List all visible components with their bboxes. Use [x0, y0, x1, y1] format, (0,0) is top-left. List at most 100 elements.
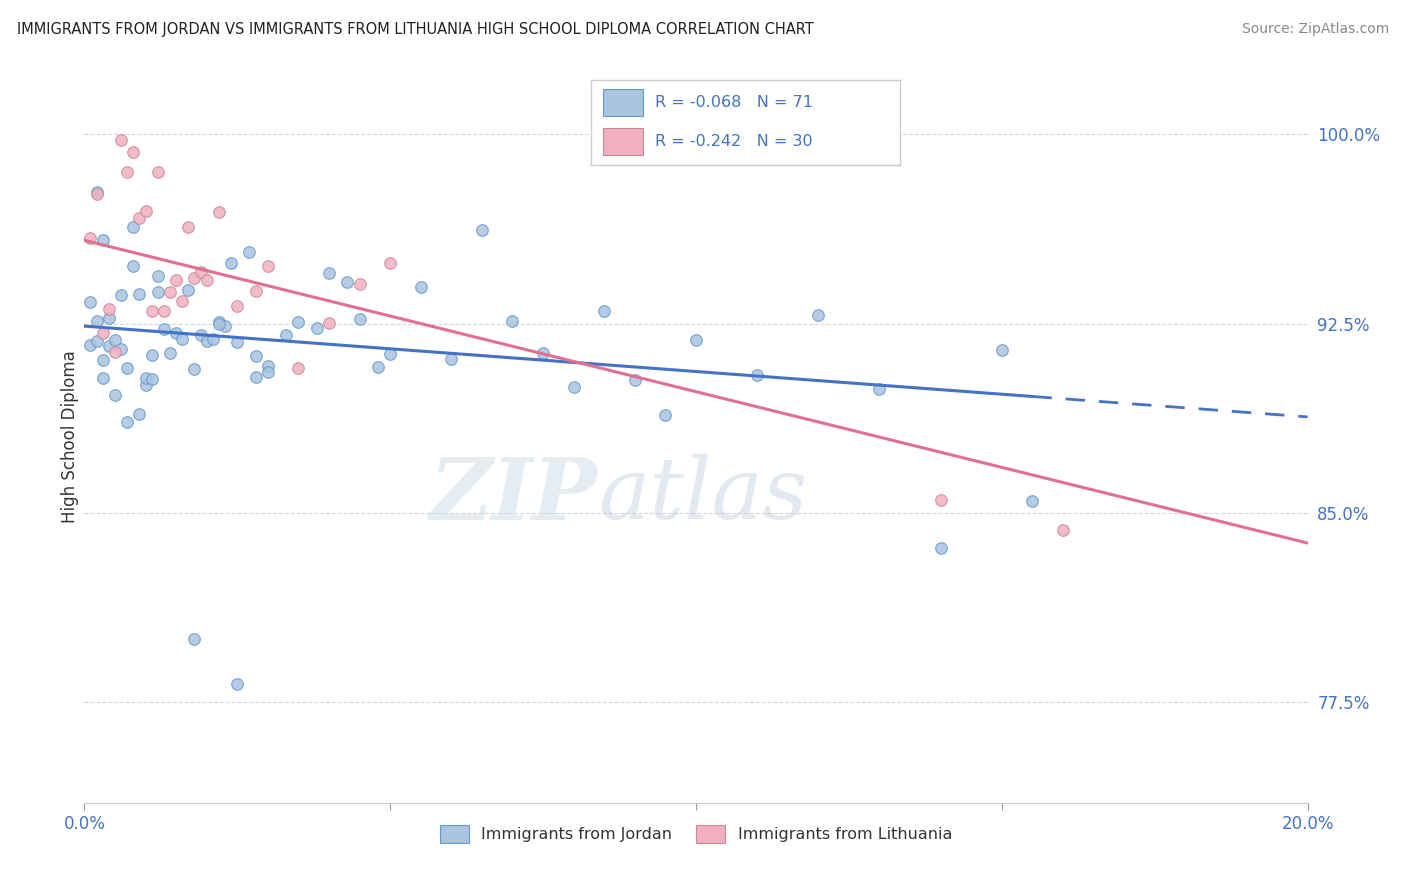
- Point: [257, 365, 280, 379]
- Point: [562, 379, 585, 393]
- Text: atlas: atlas: [598, 454, 807, 537]
- Point: [159, 345, 181, 359]
- Point: [122, 259, 145, 273]
- Point: [685, 333, 707, 347]
- Point: [287, 315, 309, 329]
- Point: [104, 345, 127, 359]
- Point: [214, 318, 236, 333]
- Legend: Immigrants from Jordan, Immigrants from Lithuania: Immigrants from Jordan, Immigrants from …: [433, 819, 959, 850]
- Text: R = -0.068   N = 71: R = -0.068 N = 71: [655, 95, 814, 110]
- Point: [91, 326, 114, 341]
- Point: [165, 326, 187, 340]
- Point: [153, 322, 176, 336]
- Point: [128, 407, 150, 421]
- Point: [97, 310, 120, 325]
- Point: [409, 280, 432, 294]
- Point: [115, 361, 138, 376]
- Point: [531, 346, 554, 360]
- Point: [159, 285, 181, 299]
- Point: [208, 315, 231, 329]
- Point: [115, 165, 138, 179]
- Point: [97, 302, 120, 317]
- Point: [97, 339, 120, 353]
- Point: [245, 284, 267, 298]
- Bar: [603, 128, 643, 155]
- Point: [122, 145, 145, 160]
- Point: [146, 164, 169, 178]
- Point: [380, 256, 402, 270]
- Point: [201, 332, 224, 346]
- Point: [367, 359, 389, 374]
- Point: [257, 359, 280, 374]
- Point: [79, 295, 101, 310]
- Point: [79, 231, 101, 245]
- Point: [172, 332, 194, 346]
- Point: [245, 370, 267, 384]
- Point: [502, 314, 524, 328]
- Point: [110, 133, 132, 147]
- Point: [257, 260, 280, 274]
- Point: [177, 283, 200, 297]
- Point: [141, 303, 163, 318]
- Point: [135, 371, 157, 385]
- Point: [135, 204, 157, 219]
- Point: [195, 273, 218, 287]
- Point: [104, 333, 127, 347]
- Point: [183, 362, 205, 376]
- Point: [86, 185, 108, 199]
- Point: [110, 288, 132, 302]
- Point: [86, 314, 108, 328]
- Point: [128, 287, 150, 301]
- Y-axis label: High School Diploma: High School Diploma: [62, 351, 80, 524]
- Point: [153, 304, 176, 318]
- Point: [929, 493, 952, 508]
- Point: [226, 299, 249, 313]
- Point: [287, 361, 309, 376]
- Point: [172, 293, 194, 308]
- Point: [79, 338, 101, 352]
- Point: [177, 220, 200, 235]
- Point: [747, 368, 769, 383]
- Point: [929, 541, 952, 556]
- Point: [208, 317, 231, 331]
- Point: [380, 347, 402, 361]
- Point: [165, 273, 187, 287]
- Point: [91, 371, 114, 385]
- Point: [226, 335, 249, 350]
- Point: [276, 328, 298, 343]
- Point: [654, 408, 676, 422]
- Point: [115, 415, 138, 429]
- Point: [86, 186, 108, 201]
- Point: [91, 233, 114, 247]
- Point: [226, 677, 249, 691]
- Point: [593, 303, 616, 318]
- Point: [195, 334, 218, 348]
- Point: [318, 316, 340, 330]
- Point: [305, 321, 328, 335]
- Point: [128, 211, 150, 225]
- Point: [208, 205, 231, 219]
- Point: [122, 219, 145, 234]
- Point: [141, 372, 163, 386]
- Point: [190, 265, 212, 279]
- Point: [146, 269, 169, 284]
- Point: [91, 353, 114, 368]
- Point: [110, 342, 132, 356]
- Point: [349, 277, 371, 292]
- Point: [190, 328, 212, 343]
- Point: [318, 266, 340, 280]
- Point: [183, 632, 205, 646]
- Bar: [603, 89, 643, 116]
- Text: ZIP: ZIP: [430, 454, 598, 537]
- Point: [245, 349, 267, 363]
- Point: [869, 382, 891, 396]
- Point: [991, 343, 1014, 358]
- Point: [349, 312, 371, 326]
- Point: [141, 347, 163, 361]
- Point: [440, 352, 463, 367]
- Point: [471, 223, 494, 237]
- Point: [336, 276, 359, 290]
- Point: [624, 373, 647, 387]
- Text: Source: ZipAtlas.com: Source: ZipAtlas.com: [1241, 22, 1389, 37]
- Point: [238, 244, 260, 259]
